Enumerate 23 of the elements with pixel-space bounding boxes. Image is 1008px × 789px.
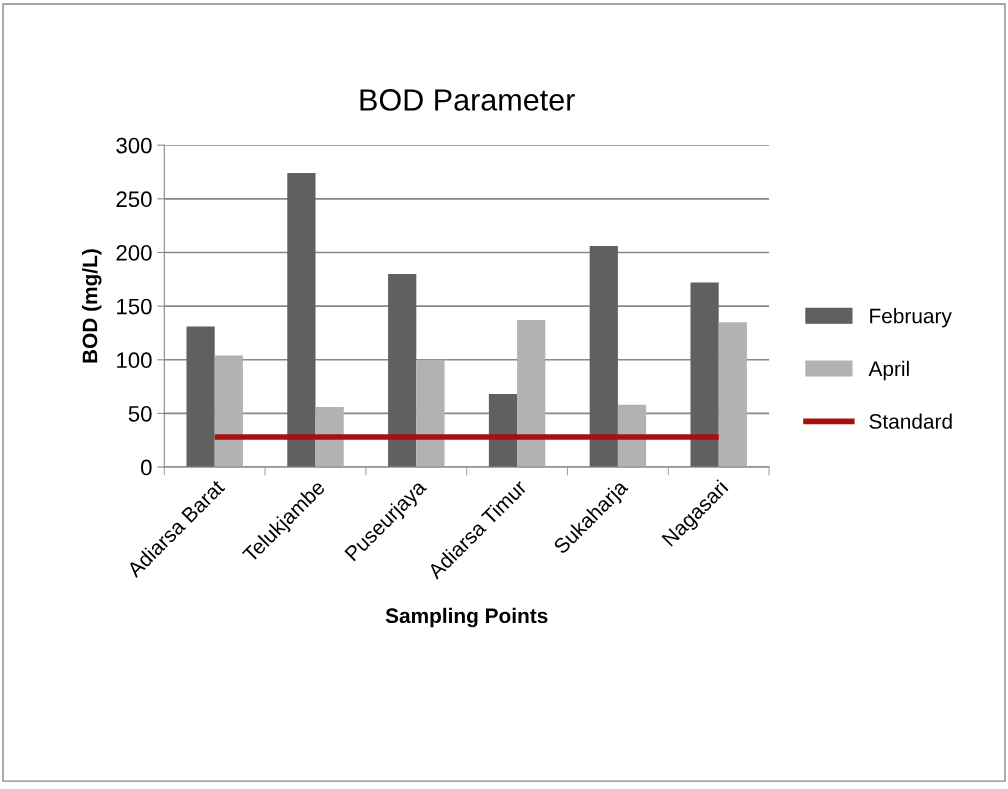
bar [214, 355, 243, 468]
x-axis-title: Sampling Points [385, 607, 548, 628]
chart-title: BOD Parameter [360, 89, 575, 111]
y-tick-label: 300 [116, 137, 152, 154]
y-tick-label: 250 [116, 191, 152, 208]
bar [517, 320, 546, 468]
legend-label: February [870, 308, 952, 328]
y-tick-label: 150 [117, 298, 152, 315]
bar [388, 273, 417, 468]
y-tick-label: 200 [116, 245, 152, 261]
bar [718, 322, 747, 468]
legend-label: April [868, 360, 909, 381]
bar [589, 246, 618, 468]
y-tick-label: 100 [117, 352, 152, 369]
bar [690, 282, 719, 468]
bar [287, 173, 316, 468]
bar [416, 359, 445, 468]
y-tick-label: 0 [141, 459, 152, 476]
legend-label: Standard [869, 413, 952, 429]
y-axis-title: BOD (mg/L) [82, 249, 102, 363]
bar [186, 326, 215, 468]
bar [488, 394, 518, 468]
y-tick-label: 50 [128, 405, 152, 422]
